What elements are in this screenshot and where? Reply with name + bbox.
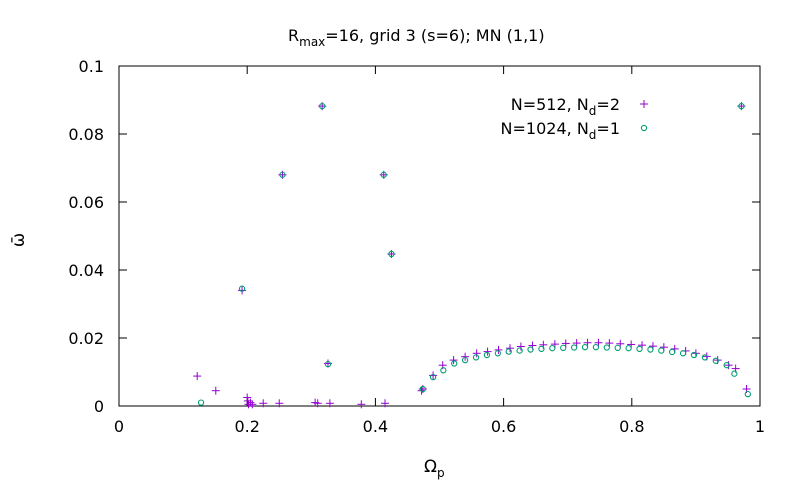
data-point xyxy=(647,346,654,353)
data-point xyxy=(731,370,738,377)
data-point xyxy=(429,373,437,381)
data-point xyxy=(494,350,501,357)
legend-marker-series-2 xyxy=(640,124,648,132)
data-point xyxy=(429,371,438,380)
x-tick-label: 0 xyxy=(114,417,124,436)
data-point xyxy=(738,102,745,110)
y-tick-label: 0.02 xyxy=(68,329,104,348)
data-point xyxy=(243,393,252,402)
data-point xyxy=(636,345,643,353)
data-point xyxy=(461,352,470,361)
data-point xyxy=(248,400,257,409)
legend-marker-series-1 xyxy=(640,100,648,108)
data-point xyxy=(246,398,255,407)
y-tick-label: 0.1 xyxy=(79,57,104,76)
data-point xyxy=(319,102,326,110)
tick-labels: 0 0.2 0.4 0.6 0.8 1 0 0.02 0.04 0.06 0.08 0.1 xyxy=(68,57,765,436)
data-point xyxy=(592,344,600,351)
y-tick-label: 0.04 xyxy=(68,261,104,280)
legend-box xyxy=(477,90,663,150)
data-point xyxy=(506,344,515,353)
data-point xyxy=(538,345,545,353)
data-point xyxy=(570,344,578,351)
legend-marker xyxy=(640,100,648,108)
data-point xyxy=(494,345,503,354)
data-point xyxy=(461,356,469,364)
legend-label-series-1: N=512, Nd=2 xyxy=(511,95,620,118)
data-point xyxy=(658,347,665,354)
x-tick-label: 0.6 xyxy=(491,417,516,436)
data-point xyxy=(669,348,676,356)
data-point xyxy=(560,344,567,352)
x-axis-label: Ωp xyxy=(424,457,445,480)
data-point xyxy=(472,354,480,361)
data-point xyxy=(516,342,525,351)
data-point xyxy=(259,399,268,408)
data-point xyxy=(549,345,556,352)
data-point xyxy=(712,357,719,364)
data-point xyxy=(211,386,220,395)
data-point xyxy=(380,171,387,178)
series-2 xyxy=(197,102,751,406)
legend: N=512, Nd=2 N=1024, Nd=1 xyxy=(477,90,663,150)
plot-frame xyxy=(118,65,761,407)
x-tick-label: 1 xyxy=(755,417,765,436)
legend-marker xyxy=(640,124,648,132)
data-point xyxy=(451,360,458,367)
data-point xyxy=(516,347,523,354)
data-point xyxy=(505,348,512,355)
data-point xyxy=(449,356,458,365)
data-point xyxy=(419,385,426,393)
data-point xyxy=(625,345,632,352)
legend-label-series-2: N=1024, Nd=1 xyxy=(501,119,620,142)
data-point xyxy=(238,286,247,295)
data-point xyxy=(357,400,366,409)
data-point xyxy=(723,362,730,369)
data-point xyxy=(313,399,322,408)
data-point xyxy=(238,285,246,292)
data-point xyxy=(324,361,332,368)
data-point xyxy=(197,399,205,406)
y-tick-label: 0 xyxy=(94,397,104,416)
y-tick-label: 0.08 xyxy=(68,125,104,144)
data-points xyxy=(193,102,751,409)
x-tick-label: 0.4 xyxy=(363,417,388,436)
y-axis-label: ω̄ xyxy=(9,233,29,247)
data-point xyxy=(581,344,589,351)
data-point xyxy=(325,399,334,408)
data-point xyxy=(744,390,751,398)
x-tick-label: 0.2 xyxy=(234,417,259,436)
data-point xyxy=(690,351,698,359)
data-point xyxy=(483,347,492,356)
data-point xyxy=(527,346,534,353)
y-tick-label: 0.06 xyxy=(68,193,104,212)
data-point xyxy=(381,399,390,408)
data-point xyxy=(603,344,610,351)
data-point xyxy=(614,344,621,352)
data-point xyxy=(724,361,733,370)
data-point xyxy=(483,351,491,359)
data-point xyxy=(193,372,202,381)
data-point xyxy=(440,367,447,374)
data-point xyxy=(279,171,286,178)
axis-ticks xyxy=(119,66,760,406)
x-tick-label: 0.8 xyxy=(619,417,644,436)
data-point xyxy=(472,349,481,358)
data-point xyxy=(701,354,709,361)
data-point xyxy=(275,399,284,408)
chart-title: Rmax=16, grid 3 (s=6); MN (1,1) xyxy=(288,26,545,49)
data-point xyxy=(388,250,395,258)
data-point xyxy=(679,350,687,357)
